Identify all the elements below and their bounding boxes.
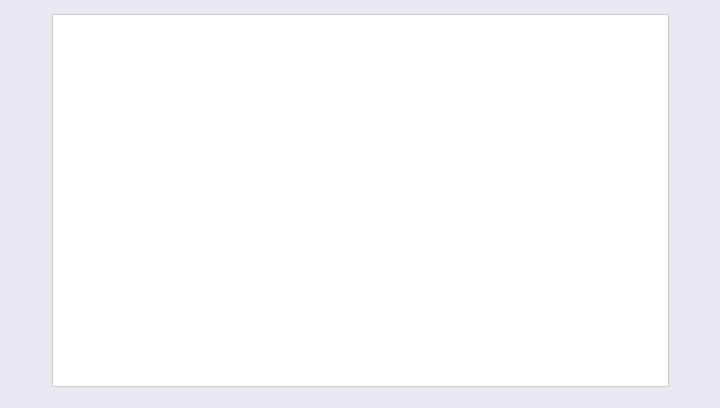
Text: C: C <box>126 277 138 295</box>
Text: What is the quotient when 2x⁵ + 11x⁴ + 9x³ – 15x² + 10x – 2 is divided by x² + 3: What is the quotient when 2x⁵ + 11x⁴ + 9… <box>92 30 636 43</box>
Text: D: D <box>126 351 140 369</box>
Text: B. 2x³ + 17x² – 26x + 2: B. 2x³ + 17x² – 26x + 2 <box>350 50 498 63</box>
Text: C. 2x³ – 5x² + 4x - 2: C. 2x³ – 5x² + 4x - 2 <box>122 68 248 81</box>
Text: B: B <box>126 203 138 221</box>
Text: A: A <box>126 127 138 145</box>
Text: A. 2x³ + 5x² - 4x + 2: A. 2x³ + 5x² - 4x + 2 <box>122 50 252 63</box>
Text: D. x³ – 17x² + 4x - 2: D. x³ – 17x² + 4x - 2 <box>350 68 477 81</box>
